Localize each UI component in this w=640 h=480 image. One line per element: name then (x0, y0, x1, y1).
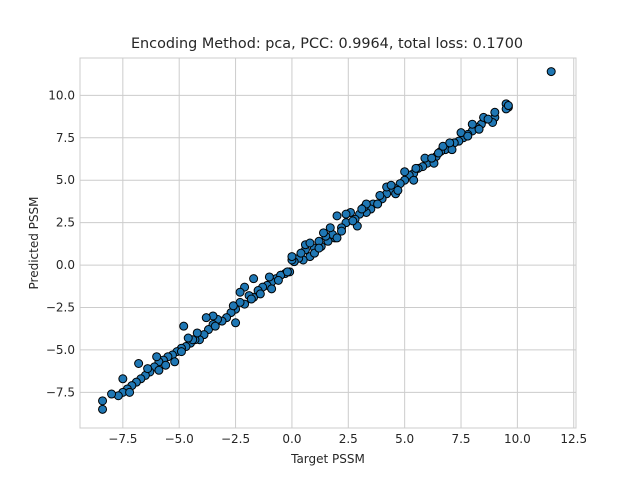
x-axis: −7.5 −5.0 −2.5 0.0 2.5 5.0 7.5 10.0 12.5 (108, 432, 587, 446)
y-tick-label: 2.5 (56, 216, 75, 230)
y-axis: −7.5 −5.0 −2.5 0.0 2.5 5.0 7.5 10.0 (46, 88, 75, 399)
data-point (154, 365, 164, 375)
data-point (411, 163, 421, 173)
data-point (125, 387, 135, 397)
data-point (98, 404, 108, 414)
data-point (235, 287, 245, 297)
data-point (282, 267, 292, 277)
data-point (305, 238, 315, 248)
data-point (107, 389, 117, 399)
data-point (483, 114, 493, 124)
data-point (296, 248, 306, 258)
y-tick-label: −7.5 (46, 385, 75, 399)
data-point (332, 211, 342, 221)
y-tick-label: 5.0 (56, 173, 75, 187)
data-point (170, 357, 180, 367)
data-point (152, 352, 162, 362)
grid (80, 58, 576, 428)
data-point (192, 328, 202, 338)
y-tick-label: 0.0 (56, 258, 75, 272)
plot-area-frame (79, 57, 577, 429)
data-point (463, 131, 473, 141)
data-point (210, 321, 220, 331)
data-point (467, 119, 477, 129)
x-axis-label: Target PSSM (290, 452, 365, 466)
data-points (98, 67, 556, 414)
data-point (341, 209, 351, 219)
data-point (409, 175, 419, 185)
data-point (375, 190, 385, 200)
data-point (161, 360, 171, 370)
data-point (332, 233, 342, 243)
data-point (400, 167, 410, 177)
x-tick-label: −2.5 (221, 432, 250, 446)
data-point (98, 396, 108, 406)
data-point (337, 226, 347, 236)
data-point (246, 294, 256, 304)
x-tick-label: −7.5 (108, 432, 137, 446)
data-point (118, 374, 128, 384)
x-tick-label: 0.0 (282, 432, 301, 446)
data-point (183, 333, 193, 343)
y-tick-label: 7.5 (56, 131, 75, 145)
data-point (228, 301, 238, 311)
data-point (143, 364, 153, 374)
x-tick-label: −5.0 (165, 432, 194, 446)
data-point (386, 180, 396, 190)
data-point (287, 252, 297, 262)
y-tick-label: −2.5 (46, 300, 75, 314)
data-point (318, 228, 328, 238)
x-tick-label: 5.0 (395, 432, 414, 446)
chart-title: Encoding Method: pca, PCC: 0.9964, total… (131, 36, 523, 52)
x-tick-label: 7.5 (451, 432, 470, 446)
data-point (490, 107, 500, 117)
data-point (393, 185, 403, 195)
x-tick-label: 10.0 (504, 432, 531, 446)
data-point (474, 124, 484, 134)
data-point (427, 153, 437, 163)
data-point (201, 313, 211, 323)
y-axis-label: Predicted PSSM (27, 197, 41, 290)
data-point (273, 275, 283, 285)
data-point (445, 138, 455, 148)
data-point (231, 318, 241, 328)
data-point (433, 148, 443, 158)
data-point (249, 274, 259, 284)
x-tick-label: 12.5 (560, 432, 587, 446)
data-point (546, 67, 556, 77)
data-point (314, 243, 324, 253)
data-point (176, 347, 186, 357)
y-tick-label: −5.0 (46, 343, 75, 357)
data-point (373, 199, 383, 209)
data-point (134, 359, 144, 369)
x-tick-label: 2.5 (339, 432, 358, 446)
data-point (348, 216, 358, 226)
y-tick-label: 10.0 (48, 88, 75, 102)
data-point (503, 101, 513, 111)
data-point (264, 272, 274, 282)
data-point (357, 204, 367, 214)
data-point (325, 223, 335, 233)
data-point (179, 321, 189, 331)
data-point (267, 284, 277, 294)
data-point (255, 289, 265, 299)
